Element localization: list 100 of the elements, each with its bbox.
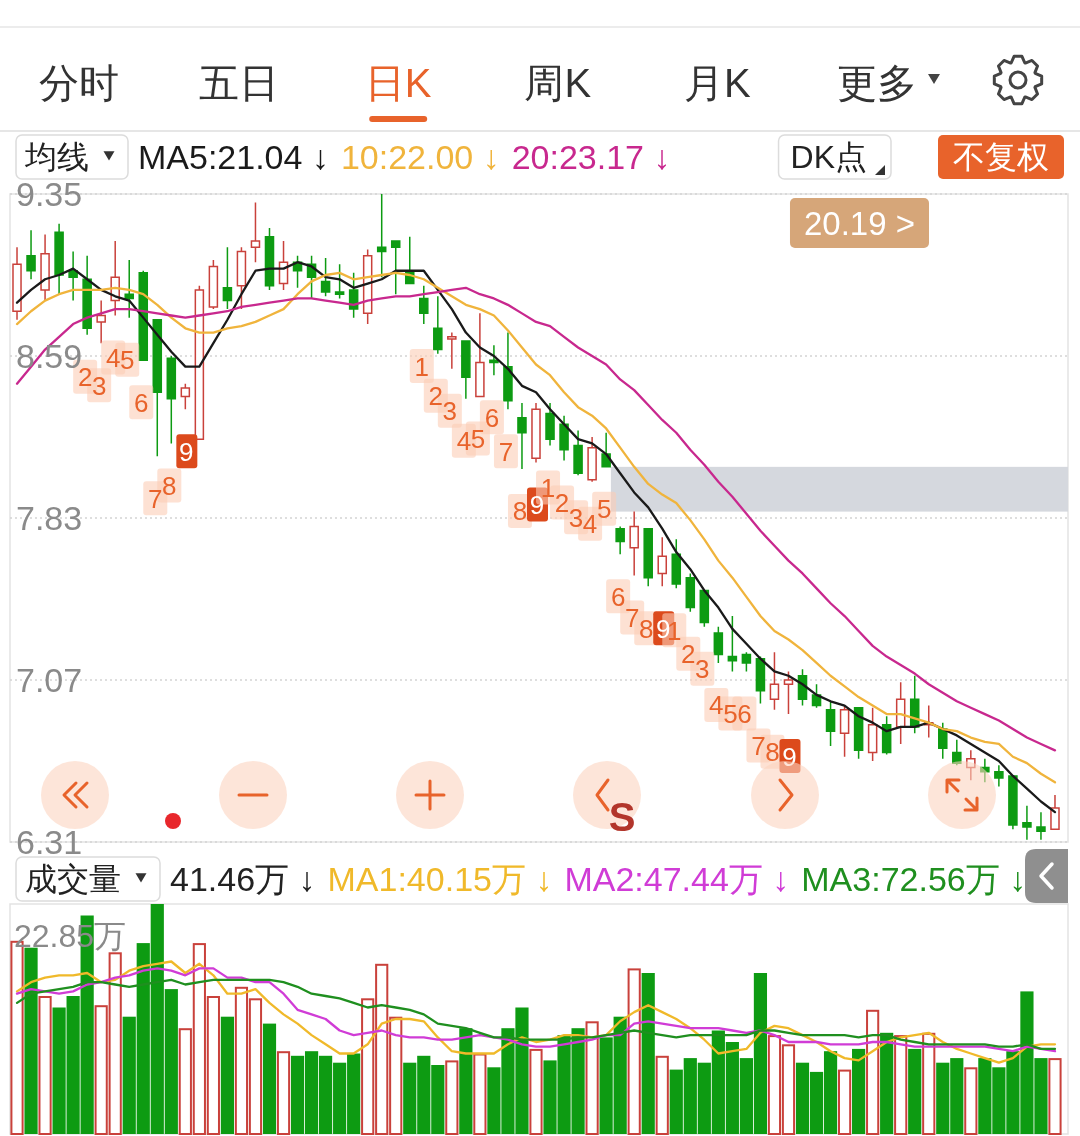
candlestick: [839, 704, 850, 758]
text: 7: [498, 436, 514, 467]
candlestick: [615, 525, 625, 555]
candlestick: [12, 246, 22, 321]
annotation: 20.19 >: [803, 205, 916, 242]
text: 20:23.17 ↓: [511, 138, 671, 176]
text: 7: [751, 730, 766, 761]
candlestick: [334, 263, 345, 300]
candlestick: [419, 284, 429, 325]
candlestick: [152, 319, 163, 457]
text: 7: [148, 483, 163, 514]
bar: [922, 1032, 936, 1135]
text: 日K: [364, 61, 432, 105]
text: 5: [119, 345, 135, 376]
candlestick: [40, 233, 50, 302]
text: 2: [554, 487, 570, 518]
candlestick: [545, 402, 555, 447]
y-tick-label: 9.35: [16, 175, 83, 214]
text: DK点: [790, 139, 867, 175]
candlestick: [433, 295, 443, 355]
candlestick: [980, 758, 990, 784]
bar: [459, 1028, 473, 1134]
bar: [585, 1021, 599, 1135]
text: 6: [134, 387, 149, 418]
candlestick: [994, 764, 1004, 788]
legend-title: 成交量: [25, 861, 121, 897]
candlestick: [68, 250, 78, 302]
candlestick: [124, 259, 134, 319]
bar: [262, 1023, 277, 1134]
candlestick: [713, 625, 724, 664]
bar: [655, 1055, 669, 1135]
candlestick: [755, 655, 766, 705]
candlestick: [587, 436, 597, 483]
candlestick: [573, 429, 583, 477]
candlestick: [503, 331, 513, 411]
bar: [220, 1016, 235, 1134]
text: 10:22.00 ↓: [340, 138, 500, 176]
bar: [908, 1048, 922, 1134]
bar: [627, 968, 641, 1135]
candlestick: [26, 229, 36, 281]
text: 8: [638, 613, 654, 644]
text: 五日: [198, 61, 279, 105]
text: 周K: [524, 61, 592, 105]
text: MA2:47.44万 ↓: [564, 860, 790, 898]
text: MA3:72.56万 ↓: [801, 860, 1027, 898]
bar: [880, 1032, 894, 1134]
bar: [473, 1053, 487, 1135]
text: 41.46万 ↓: [170, 860, 316, 898]
candlestick: [671, 538, 682, 590]
text: 4: [456, 426, 472, 457]
text: 3: [695, 654, 710, 685]
candlestick: [952, 738, 962, 767]
candlestick: [475, 312, 485, 398]
candlestick: [741, 651, 752, 673]
candlestick: [867, 706, 878, 762]
candlestick: [264, 227, 275, 291]
text: 3: [91, 370, 107, 401]
text: 7: [624, 603, 640, 634]
candlestick: [531, 402, 541, 464]
text: 8: [512, 496, 528, 527]
candlestick: [1022, 805, 1032, 841]
text: 6: [610, 581, 626, 612]
candlestick: [685, 572, 696, 613]
text: MA5:21.04 ↓: [138, 138, 329, 176]
text: 分时: [39, 61, 119, 105]
candlestick: [250, 201, 261, 263]
bar: [276, 1051, 291, 1135]
y-tick-label: 6.31: [16, 823, 83, 862]
text: 5: [470, 424, 486, 454]
text: 6: [484, 402, 500, 433]
candlestick: [376, 193, 387, 278]
legend-title: 均线: [24, 139, 89, 175]
candlestick: [783, 670, 794, 715]
candlestick: [390, 240, 401, 295]
y-tick-label: 7.83: [16, 499, 83, 538]
candlestick: [461, 340, 471, 400]
candlestick: [447, 331, 457, 370]
bar: [445, 1060, 459, 1135]
text: 4: [709, 690, 724, 721]
candlestick: [489, 344, 499, 376]
bar: [38, 996, 52, 1135]
annotation: S: [608, 795, 636, 839]
text: 更多: [837, 61, 917, 105]
candlestick: [1008, 775, 1018, 830]
candlestick: [825, 700, 836, 747]
bar: [1048, 1058, 1062, 1135]
candlestick: [643, 527, 653, 587]
text: 5: [723, 698, 738, 729]
candlestick: [629, 510, 639, 577]
candlestick: [166, 355, 177, 445]
text: 6: [737, 698, 752, 729]
candlestick: [1036, 811, 1046, 841]
text: 4: [105, 343, 121, 373]
candlestick: [966, 749, 976, 781]
candlestick: [559, 414, 569, 462]
text: 1: [414, 351, 430, 382]
text: 不复权: [953, 139, 1049, 175]
text: 8: [162, 470, 177, 501]
text: 2: [428, 381, 444, 412]
candlestick: [138, 269, 149, 362]
